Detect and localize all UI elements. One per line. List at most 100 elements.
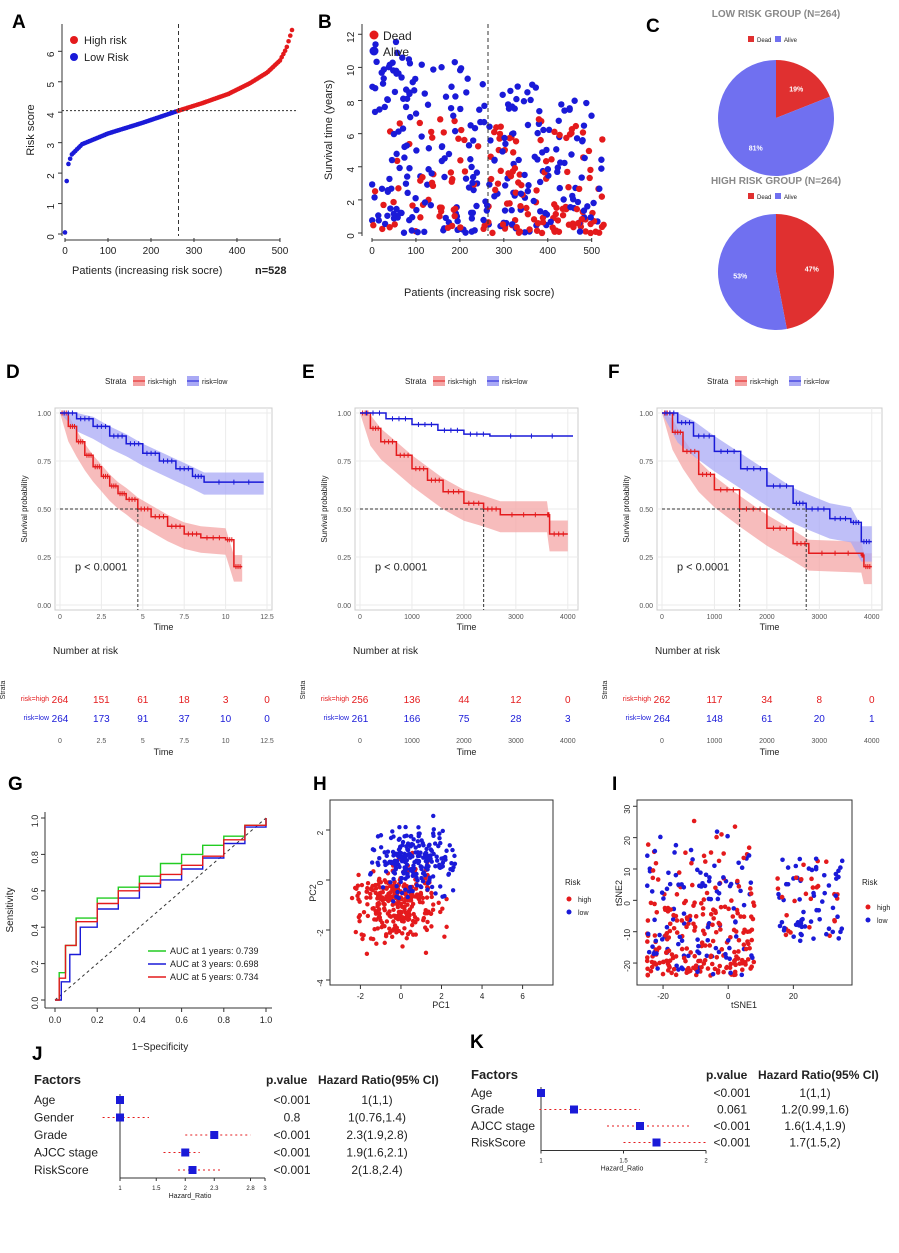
low-risk-point: [415, 839, 421, 844]
forest-xtick-label: 1.5: [619, 1159, 628, 1165]
risk-table-xtick: 1000: [404, 738, 420, 745]
high-risk-point: [444, 924, 449, 930]
legend-high-label: high: [877, 905, 890, 912]
alive-patient-point: [521, 171, 528, 179]
alive-patient-point: [558, 101, 565, 108]
low-risk-point: [425, 887, 430, 892]
p-value: <0.001: [273, 1163, 310, 1177]
low-risk-point: [698, 870, 703, 875]
risk-table-value: 0: [264, 695, 270, 706]
dead-patient-point: [566, 131, 574, 138]
low-risk-point: [728, 970, 733, 976]
high-risk-point: [361, 933, 366, 938]
risk-table-xtick: 4000: [560, 738, 576, 745]
high-risk-point: [667, 964, 672, 970]
risk-table-value: 44: [458, 695, 470, 706]
hazard-ratio-text: 1(0.76,1.4): [348, 1111, 406, 1125]
dead-patient-point: [437, 116, 444, 123]
alive-patient-point: [578, 174, 585, 181]
plot-box: [329, 799, 554, 986]
legend-title: Risk: [565, 878, 582, 887]
alive-patient-point: [371, 194, 378, 201]
alive-patient-point: [384, 187, 392, 194]
low-risk-point: [424, 855, 429, 860]
high-risk-point: [429, 924, 434, 929]
alive-patient-point: [404, 189, 411, 197]
alive-patient-point: [384, 212, 391, 219]
dead-patient-point: [572, 122, 580, 130]
x-axis-label: PC1: [432, 1000, 450, 1010]
high-risk-point: [717, 963, 723, 969]
legend-low-label: risk=low: [202, 379, 228, 386]
high-risk-point: [736, 884, 742, 889]
high-risk-point: [692, 953, 697, 959]
high-risk-point: [440, 906, 445, 911]
alive-patient-point: [418, 133, 425, 140]
alive-patient-point: [390, 210, 398, 217]
ytick-label: 6: [46, 51, 57, 57]
xtick-label: 2000: [759, 614, 775, 621]
alive-patient-point: [598, 165, 605, 172]
legend-dead-dot: [369, 30, 379, 40]
high-risk-point: [387, 891, 392, 896]
alive-patient-point: [376, 106, 383, 113]
factor-label: Grade: [471, 1103, 505, 1117]
dead-patient-point: [510, 149, 517, 156]
low-risk-point: [397, 836, 402, 842]
low-risk-point: [440, 894, 445, 899]
high-risk-point: [390, 928, 395, 933]
low-risk-point: [824, 931, 829, 937]
high-risk-point: [364, 895, 369, 900]
alive-patient-point: [499, 148, 506, 155]
alive-patient-point: [532, 84, 539, 91]
high-risk-point: [377, 876, 382, 882]
low-risk-point: [439, 856, 444, 861]
legend-low-label: Low Risk: [84, 52, 129, 64]
low-risk-point: [382, 859, 387, 864]
high-risk-point: [681, 955, 687, 961]
alive-patient-point: [401, 154, 408, 161]
high-risk-point: [693, 914, 699, 919]
risk-table-value: 91: [137, 714, 149, 725]
low-risk-point: [437, 864, 442, 870]
alive-patient-point: [389, 59, 396, 66]
alive-patient-point: [481, 102, 488, 110]
alive-patient-point: [524, 121, 532, 129]
low-risk-point: [403, 887, 408, 892]
y-axis-label: Survival probability: [320, 475, 329, 542]
alive-patient-point: [469, 173, 477, 181]
low-risk-point: [403, 876, 408, 881]
ytick-label: 0.50: [337, 507, 351, 514]
risk-table-value: 148: [706, 714, 723, 725]
high-risk-point: [373, 917, 379, 922]
alive-patient-point: [539, 149, 546, 156]
ytick-label: -2: [316, 929, 325, 937]
risk-table-strata: Strata: [0, 681, 7, 700]
risk-table-xtick: 10: [222, 738, 230, 745]
legend-high-dot: [70, 36, 78, 44]
alive-patient-point: [473, 169, 481, 176]
alive-patient-point: [381, 220, 389, 228]
xtick-label: 6: [520, 992, 525, 1001]
high-risk-point: [421, 915, 427, 921]
dead-patient-point: [455, 135, 462, 142]
low-risk-point: [705, 924, 711, 930]
high-risk-point: [667, 958, 673, 963]
low-risk-point: [378, 845, 384, 850]
low-risk-point: [714, 829, 720, 834]
high-risk-point: [378, 880, 384, 885]
low-risk-point: [416, 843, 422, 849]
p-value: <0.001: [713, 1119, 750, 1133]
sample-size-note: n=528: [255, 265, 287, 277]
high-risk-point: [745, 939, 750, 944]
alive-patient-point: [537, 208, 544, 215]
panel-label-J: J: [32, 1044, 43, 1065]
ytick-label: 10: [346, 64, 357, 76]
alive-patient-point: [502, 182, 509, 189]
risk-table-value: 151: [93, 695, 110, 706]
risk-table-xtick: 2000: [456, 738, 472, 745]
high-risk-point: [705, 966, 711, 971]
low-risk-point: [699, 884, 704, 889]
high-risk-point: [671, 925, 677, 931]
high-risk-point: [741, 914, 747, 919]
